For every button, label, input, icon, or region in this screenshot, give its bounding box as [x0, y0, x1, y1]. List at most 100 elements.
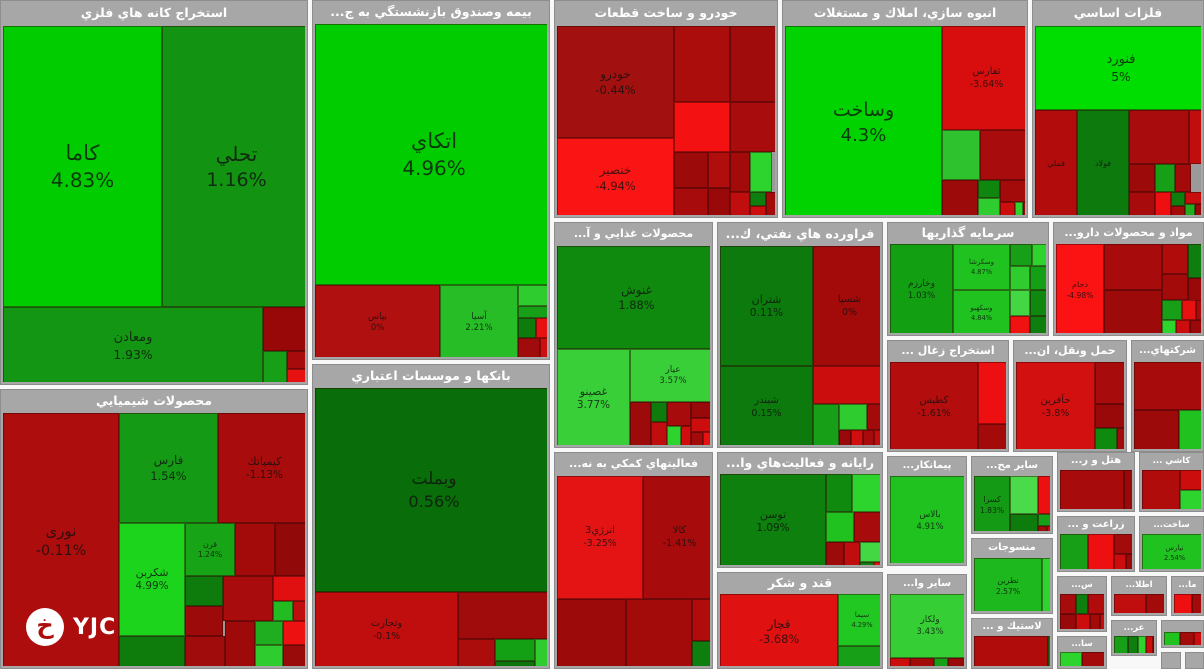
treemap-tile-نطرين[interactable]: نطرين 2.57% [974, 558, 1042, 611]
treemap-tile-غصينو[interactable]: غصينو 3.77% [557, 349, 630, 445]
treemap-tile[interactable] [674, 102, 730, 152]
treemap-tile-فولاد[interactable]: فولاد [1077, 110, 1129, 215]
treemap-tile[interactable] [1142, 470, 1180, 509]
treemap-tile[interactable] [750, 192, 766, 206]
treemap-tile[interactable] [1182, 300, 1196, 320]
treemap-tile[interactable] [1060, 614, 1076, 629]
treemap-tile-كاما[interactable]: كاما 4.83% [3, 26, 162, 307]
treemap-tile[interactable] [518, 338, 540, 357]
treemap-tile-وساخت[interactable]: وساخت 4.3% [785, 26, 942, 215]
treemap-tile[interactable] [535, 639, 547, 666]
treemap-tile[interactable] [826, 474, 852, 512]
treemap-tile-كيمياتك[interactable]: كيمياتك -1.13% [218, 413, 305, 523]
treemap-tile[interactable] [691, 432, 703, 445]
treemap-tile-حآفرين[interactable]: حآفرين -3.8% [1016, 362, 1095, 449]
treemap-tile[interactable] [1047, 526, 1050, 531]
treemap-tile[interactable] [1188, 278, 1201, 302]
treemap-tile-غنوش[interactable]: غنوش 1.88% [557, 246, 710, 349]
treemap-tile[interactable] [1126, 554, 1132, 569]
treemap-tile[interactable] [1162, 300, 1182, 320]
treemap-tile[interactable] [1000, 180, 1025, 202]
treemap-tile-تحلي[interactable]: تحلي 1.16% [162, 26, 305, 307]
treemap-tile-وسكرشا[interactable]: وسكرشا 4.87% [953, 244, 1010, 290]
treemap-tile[interactable] [225, 621, 255, 666]
treemap-tile[interactable] [1095, 362, 1124, 404]
treemap-tile[interactable] [1155, 192, 1171, 215]
treemap-tile[interactable] [1129, 192, 1155, 215]
treemap-tile[interactable] [287, 369, 305, 382]
treemap-tile-سيما[interactable]: سيما 4.29% [838, 594, 880, 646]
treemap-tile[interactable] [1180, 632, 1194, 645]
treemap-tile[interactable] [863, 430, 874, 445]
treemap-tile[interactable] [874, 430, 880, 445]
treemap-tile[interactable] [1153, 636, 1154, 653]
treemap-tile[interactable] [1095, 428, 1117, 449]
treemap-tile[interactable] [235, 523, 275, 576]
treemap-tile[interactable] [1088, 594, 1104, 614]
treemap-tile[interactable] [860, 562, 874, 565]
treemap-tile-شسپا[interactable]: شسپا 0% [813, 246, 880, 366]
treemap-tile[interactable] [255, 645, 283, 666]
treemap-tile[interactable] [1095, 404, 1124, 428]
treemap-tile[interactable] [495, 639, 535, 661]
treemap-tile[interactable] [813, 404, 839, 445]
treemap-tile[interactable] [1117, 428, 1124, 449]
treemap-tile-شتران[interactable]: شتران 0.11% [720, 246, 813, 366]
treemap-tile[interactable] [1196, 300, 1201, 320]
treemap-tile[interactable] [1015, 202, 1023, 215]
treemap-tile[interactable] [826, 512, 854, 542]
treemap-tile[interactable] [851, 430, 863, 445]
treemap-tile[interactable] [730, 152, 750, 192]
treemap-tile[interactable] [1155, 164, 1175, 192]
treemap-tile-نوری[interactable]: نوری -0.11% [3, 413, 119, 666]
treemap-tile-فملي[interactable]: فملي [1035, 110, 1077, 215]
treemap-tile-انرژي3[interactable]: انرژي3 -3.25% [557, 476, 643, 599]
treemap-tile[interactable] [826, 542, 844, 565]
treemap-tile[interactable] [1192, 594, 1201, 613]
treemap-tile[interactable] [978, 362, 1006, 424]
treemap-tile[interactable] [1129, 110, 1189, 164]
treemap-tile-قچار[interactable]: قچار -3.68% [720, 594, 838, 666]
treemap-tile[interactable] [1114, 554, 1126, 569]
treemap-tile[interactable] [1176, 320, 1190, 333]
treemap-tile-اتكاي[interactable]: اتكاي 4.96% [315, 24, 547, 285]
treemap-tile[interactable] [283, 645, 305, 666]
treemap-tile-بپاس[interactable]: بپاس 0% [315, 285, 440, 357]
treemap-tile[interactable] [495, 661, 535, 666]
treemap-tile[interactable] [667, 402, 691, 426]
treemap-tile[interactable] [223, 576, 273, 621]
treemap-tile[interactable] [1146, 636, 1153, 653]
treemap-tile[interactable] [263, 351, 287, 382]
treemap-tile[interactable] [852, 474, 880, 512]
treemap-tile[interactable] [458, 639, 495, 666]
treemap-tile[interactable] [1134, 362, 1201, 410]
treemap-tile[interactable] [1128, 636, 1138, 653]
treemap-tile[interactable] [1104, 290, 1162, 333]
treemap-tile[interactable] [287, 351, 305, 369]
treemap-tile-عيار[interactable]: عيار 3.57% [630, 349, 710, 402]
treemap-tile[interactable] [1060, 594, 1076, 614]
treemap-tile[interactable] [1179, 410, 1201, 449]
treemap-tile[interactable] [730, 192, 750, 215]
treemap-tile[interactable] [1038, 526, 1047, 531]
treemap-tile[interactable] [1030, 266, 1046, 290]
treemap-tile[interactable] [860, 542, 880, 562]
treemap-tile[interactable] [910, 658, 934, 666]
treemap-tile[interactable] [185, 636, 225, 666]
treemap-tile[interactable] [1190, 320, 1201, 333]
treemap-tile[interactable] [681, 426, 691, 445]
treemap-tile[interactable] [844, 542, 860, 565]
treemap-tile[interactable] [974, 636, 1048, 666]
treemap-tile-كالا[interactable]: كالا -1.41% [643, 476, 710, 599]
treemap-tile[interactable] [934, 658, 948, 666]
treemap-tile[interactable] [1138, 636, 1146, 653]
treemap-tile[interactable] [1114, 636, 1128, 653]
treemap-tile[interactable] [750, 206, 766, 215]
treemap-tile[interactable] [813, 366, 880, 404]
treemap-tile[interactable] [1030, 316, 1046, 333]
treemap-tile-خودرو[interactable]: خودرو -0.44% [557, 26, 674, 138]
treemap-tile[interactable] [1048, 636, 1050, 666]
treemap-tile[interactable] [185, 576, 223, 606]
treemap-tile[interactable] [1082, 652, 1104, 666]
treemap-tile[interactable] [839, 430, 851, 445]
